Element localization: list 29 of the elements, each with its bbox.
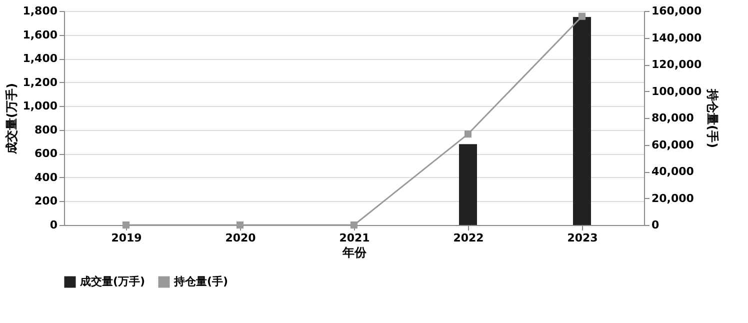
y-axis-title: 成交量(万手) (4, 83, 19, 155)
y2-tick-label: 120,000 (652, 58, 702, 71)
legend-label: 持仓量(手) (173, 275, 228, 288)
legend-label: 成交量(万手) (79, 275, 146, 288)
y-tick-label: 1,000 (22, 100, 58, 113)
y-tick-label: 200 (34, 194, 58, 208)
y-tick-label: 1,800 (22, 4, 58, 18)
y-tick-label: 600 (34, 147, 58, 160)
y2-tick-label: 160,000 (652, 4, 702, 18)
y2-tick-label: 100,000 (652, 84, 702, 98)
y2-tick-label: 20,000 (652, 192, 694, 205)
x-tick-label: 2023 (567, 232, 598, 244)
x-tick-label: 2019 (111, 232, 142, 244)
y2-tick-label: 140,000 (652, 31, 702, 44)
x-tick-label: 2020 (225, 232, 256, 244)
y2-tick-label: 80,000 (652, 112, 694, 124)
y2-tick-label: 40,000 (652, 165, 694, 178)
y-tick-label: 1,400 (22, 52, 58, 66)
x-tick-label: 2021 (339, 232, 370, 244)
y-tick-label: 800 (34, 123, 58, 136)
y-tick-label: 1,200 (22, 76, 58, 89)
x-axis-title: 年份 (342, 246, 368, 260)
y2-tick-label: 0 (652, 218, 660, 232)
y2-axis-title: 持仓量(手) (706, 88, 720, 148)
y-tick-label: 400 (34, 170, 58, 184)
y-tick-label: 0 (50, 218, 58, 232)
x-tick-label: 2022 (453, 232, 484, 244)
y-tick-label: 1,600 (22, 28, 58, 42)
y2-tick-label: 60,000 (652, 138, 694, 152)
